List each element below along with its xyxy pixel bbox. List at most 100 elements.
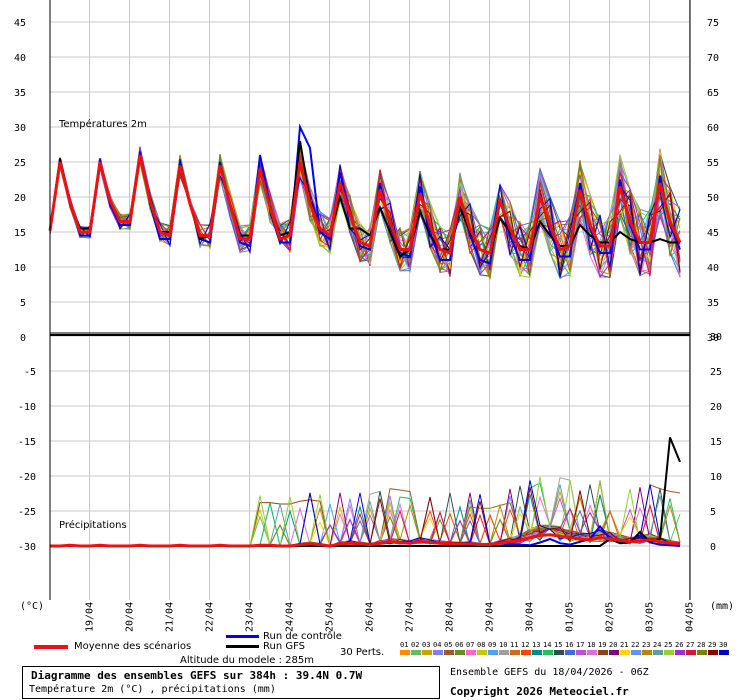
temp-left-tick: 30 (14, 123, 26, 134)
legend-pert-number: 24 (653, 641, 661, 649)
legend-pert-number: 17 (576, 641, 584, 649)
legend-pert-swatch (653, 650, 663, 655)
main-series (48, 123, 682, 548)
legend-pert-swatch (433, 650, 443, 655)
legend-pert-swatch (422, 650, 432, 655)
legend-pert-swatch (444, 650, 454, 655)
legend-pert-number: 21 (620, 641, 628, 649)
legend-pert-swatch (719, 650, 729, 655)
temp-right-tick: 30 (707, 333, 719, 344)
legend-pert-number: 22 (631, 641, 639, 649)
legend-pert-swatch (587, 650, 597, 655)
legend-pert-swatch (576, 650, 586, 655)
x-tick-label: 25/04 (325, 602, 336, 632)
legend-pert-number: 05 (444, 641, 452, 649)
precip-left-tick: -20 (18, 472, 36, 483)
legend-pert-swatch (554, 650, 564, 655)
footer-subtitle: Température 2m (°C) , précipitations (mm… (29, 684, 276, 695)
x-tick-label: 02/05 (605, 602, 616, 632)
legend-pert-number: 01 (400, 641, 408, 649)
temp-left-tick: 20 (14, 193, 26, 204)
legend-pert-number: 09 (488, 641, 496, 649)
legend-perts-label: 30 Perts. (340, 647, 385, 658)
precip-left-tick: -10 (18, 402, 36, 413)
legend-gfs-swatch (226, 645, 259, 648)
x-tick-label: 03/05 (645, 602, 656, 632)
precip-title: Précipitations (59, 519, 127, 531)
copyright: Copyright 2026 Meteociel.fr (450, 685, 629, 698)
legend-swatches: 01 02 03 04 05 06 07 08 09 10 11 12 13 14 15 16 17 18 19 20… (34, 635, 729, 655)
footer-title: Diagramme des ensembles GEFS sur 384h : … (31, 669, 363, 682)
precip-right-tick: 30 (710, 332, 722, 343)
x-tick-label: 04/05 (685, 602, 696, 632)
legend-pert-number: 12 (521, 641, 529, 649)
x-tick-label: 28/04 (445, 602, 456, 632)
chart-axes: 19/04 20/04 21/04 22/04 23/04 24/04 25/04 26/04… (14, 0, 722, 632)
left-unit-label: (°C) (20, 601, 44, 612)
x-tick-label: 29/04 (485, 602, 496, 632)
mean-precip-line (50, 533, 681, 548)
legend-pert-swatch (631, 650, 641, 655)
legend-pert-swatch (477, 650, 487, 655)
legend-pert-number: 29 (708, 641, 716, 649)
temp-right-tick: 60 (707, 123, 719, 134)
legend-pert-number: 02 (411, 641, 419, 649)
x-tick-label: 30/04 (525, 602, 536, 632)
temperature-title: Températures 2m (58, 118, 147, 130)
legend-pert-number: 14 (543, 641, 551, 649)
legend-pert-swatch (664, 650, 674, 655)
legend-pert-swatch (697, 650, 707, 655)
legend-pert-swatch (400, 650, 410, 655)
x-tick-label: 23/04 (245, 602, 256, 632)
ensemble-run-info: Ensemble GEFS du 18/04/2026 - 06Z (450, 667, 649, 678)
precip-left-tick: -5 (24, 367, 36, 378)
legend-pert-swatch (543, 650, 553, 655)
legend-pert-swatch (609, 650, 619, 655)
precip-right-tick: 15 (710, 437, 722, 448)
legend-pert-swatch (686, 650, 696, 655)
temp-right-tick: 35 (707, 298, 719, 309)
legend-pert-number: 07 (466, 641, 474, 649)
precip-right-tick: 0 (710, 542, 716, 553)
legend-pert-number: 20 (609, 641, 617, 649)
legend-pert-number: 18 (587, 641, 595, 649)
legend-control-label: Run de contrôle (263, 631, 342, 642)
legend-pert-number: 13 (532, 641, 540, 649)
temp-right-tick: 70 (707, 53, 719, 64)
legend-pert-swatch (532, 650, 542, 655)
perturbation-precip-line (50, 480, 681, 547)
right-unit-label: (mm) (710, 601, 734, 612)
legend-pert-number: 25 (664, 641, 672, 649)
temp-left-tick: 40 (14, 53, 26, 64)
x-tick-label: 21/04 (165, 602, 176, 632)
legend-pert-number: 04 (433, 641, 441, 649)
temp-right-tick: 75 (707, 18, 719, 29)
legend-pert-swatch (510, 650, 520, 655)
precip-right-tick: 5 (710, 507, 716, 518)
legend-pert-number: 23 (642, 641, 650, 649)
legend-pert-swatch (598, 650, 608, 655)
x-tick-label: 27/04 (405, 602, 416, 632)
precip-left-tick: -15 (18, 437, 36, 448)
temp-right-tick: 40 (707, 263, 719, 274)
temp-right-tick: 45 (707, 228, 719, 239)
legend-pert-number: 16 (565, 641, 573, 649)
temp-left-tick: 25 (14, 158, 26, 169)
x-tick-label: 22/04 (205, 602, 216, 632)
legend-pert-swatch (708, 650, 718, 655)
temp-left-tick: 5 (20, 298, 26, 309)
precip-right-tick: 20 (710, 402, 722, 413)
legend-pert-number: 19 (598, 641, 606, 649)
legend-mean-swatch (34, 645, 68, 649)
temp-right-tick: 65 (707, 88, 719, 99)
temp-left-tick: 45 (14, 18, 26, 29)
legend-pert-number: 03 (422, 641, 430, 649)
x-tick-label: 20/04 (125, 602, 136, 632)
legend-pert-swatch (521, 650, 531, 655)
x-tick-label: 24/04 (285, 602, 296, 632)
legend-pert-number: 26 (675, 641, 683, 649)
legend-pert-number: 06 (455, 641, 463, 649)
legend-pert-number: 08 (477, 641, 485, 649)
legend-pert-swatch (455, 650, 465, 655)
